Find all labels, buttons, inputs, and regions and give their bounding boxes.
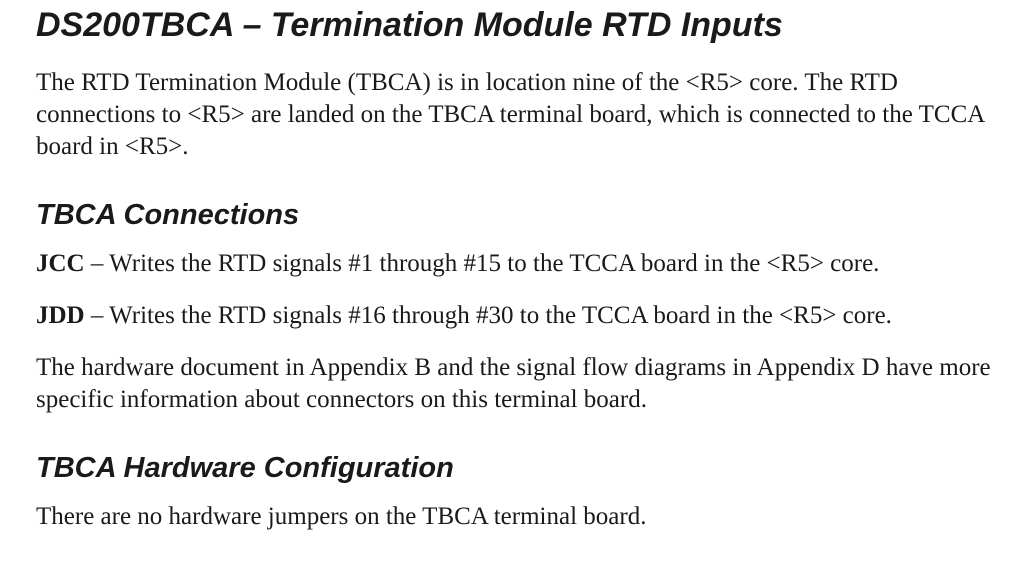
page-title: DS200TBCA – Termination Module RTD Input… — [36, 6, 992, 45]
connection-text: – Writes the RTD signals #16 through #30… — [85, 302, 892, 329]
connection-label: JDD — [36, 302, 85, 329]
connection-label: JCC — [36, 250, 85, 277]
connection-item: JCC – Writes the RTD signals #1 through … — [36, 248, 992, 280]
intro-paragraph: The RTD Termination Module (TBCA) is in … — [36, 67, 992, 163]
connections-footer: The hardware document in Appendix B and … — [36, 352, 992, 416]
connection-item: JDD – Writes the RTD signals #16 through… — [36, 300, 992, 332]
connection-text: – Writes the RTD signals #1 through #15 … — [85, 250, 880, 277]
connections-heading: TBCA Connections — [36, 199, 992, 232]
hwconfig-text: There are no hardware jumpers on the TBC… — [36, 501, 992, 533]
hwconfig-heading: TBCA Hardware Configuration — [36, 452, 992, 485]
